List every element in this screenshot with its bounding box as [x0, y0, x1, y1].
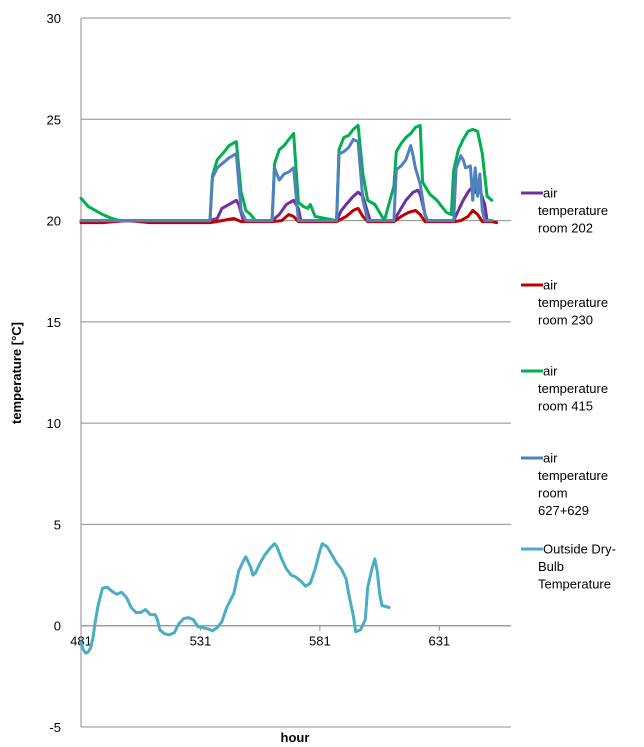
legend-label: air temperature room 202	[538, 186, 608, 236]
series-line-4	[79, 138, 494, 223]
legend-item-5: Outside Dry-Bulb Temperature	[521, 542, 616, 592]
y-tick-labels: 30 25 20 15 10 5 0 -5	[47, 11, 61, 735]
y-tick-label: -5	[49, 720, 61, 735]
y-tick-label: 20	[47, 214, 61, 229]
series-lines	[79, 123, 499, 655]
legend-label: Outside Dry-Bulb Temperature	[538, 542, 616, 592]
series-line-3	[79, 123, 494, 223]
y-tick-label: 15	[47, 315, 61, 330]
y-tick-label: 30	[47, 11, 61, 26]
x-axis-title: hour	[281, 730, 310, 745]
y-tick-label: 25	[47, 112, 61, 127]
series-line-5	[79, 542, 391, 655]
legend-item-4: air temperature room 627+629	[521, 451, 608, 519]
grid-lines	[80, 17, 511, 728]
x-axis: 481 531 581 631	[70, 625, 511, 649]
legend: air temperature room 202 air temperature room…	[521, 186, 616, 592]
y-tick-label: 10	[47, 416, 61, 431]
y-tick-label: 0	[54, 619, 61, 634]
legend-label: air temperature room 627+629	[538, 451, 608, 519]
legend-item-2: air temperature room 230	[521, 278, 608, 328]
legend-item-1: air temperature room 202	[521, 186, 608, 236]
series-line-2	[79, 206, 499, 225]
x-tick-label: 581	[309, 634, 331, 649]
y-axis-title: temperature [°C]	[9, 322, 24, 424]
y-tick-label: 5	[54, 517, 61, 532]
x-tick-label: 631	[428, 634, 450, 649]
legend-label: air temperature room 230	[538, 278, 608, 328]
x-tick-label: 531	[190, 634, 212, 649]
legend-label: air temperature room 415	[538, 364, 608, 414]
legend-item-3: air temperature room 415	[521, 364, 608, 414]
